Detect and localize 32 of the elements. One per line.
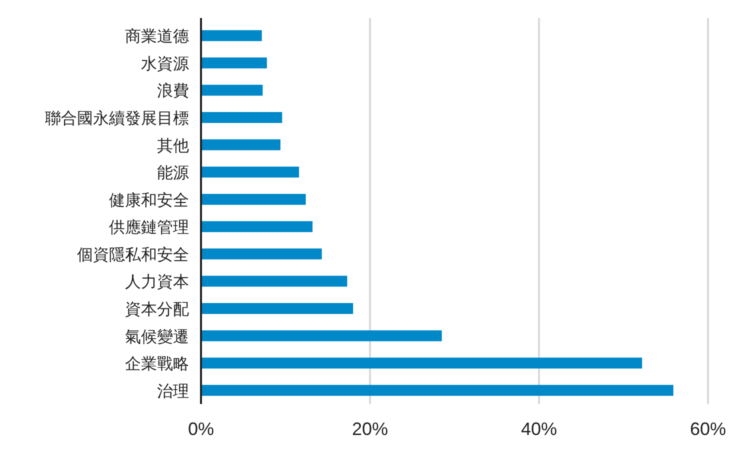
bar bbox=[201, 57, 267, 68]
x-tick-label: 40% bbox=[520, 419, 558, 439]
y-tick-label: 供應鏈管理 bbox=[109, 218, 189, 237]
y-tick-label: 健康和安全 bbox=[109, 190, 189, 210]
bar bbox=[201, 139, 280, 150]
y-tick-label: 治理 bbox=[157, 381, 189, 400]
y-tick-label: 人力資本 bbox=[125, 272, 189, 292]
y-tick-label: 商業道德 bbox=[125, 26, 189, 46]
y-tick-label: 企業戰略 bbox=[125, 354, 189, 374]
y-tick-label: 能源 bbox=[157, 163, 189, 182]
bar bbox=[201, 248, 322, 260]
bar bbox=[201, 276, 348, 287]
x-tick-label: 20% bbox=[352, 419, 388, 439]
y-tick-label: 個資隱私和安全 bbox=[77, 244, 189, 264]
y-tick-label: 聯合國永續發展目標 bbox=[45, 108, 189, 128]
bar bbox=[201, 330, 442, 342]
bar bbox=[201, 112, 282, 123]
y-tick-label: 其他 bbox=[157, 136, 189, 155]
bar bbox=[201, 84, 263, 96]
bar bbox=[201, 384, 674, 396]
bar bbox=[201, 358, 642, 369]
bar bbox=[201, 166, 300, 178]
y-tick-label: 氣候變遷 bbox=[125, 326, 189, 346]
y-tick-label: 浪費 bbox=[157, 81, 189, 100]
bar bbox=[201, 221, 313, 232]
bar bbox=[201, 30, 262, 42]
bar bbox=[201, 194, 306, 205]
y-tick-label: 資本分配 bbox=[125, 300, 189, 318]
x-tick-label: 0% bbox=[188, 419, 214, 439]
bar bbox=[201, 303, 354, 314]
x-tick-label: 60% bbox=[690, 419, 726, 439]
y-tick-label: 水資源 bbox=[141, 54, 189, 73]
